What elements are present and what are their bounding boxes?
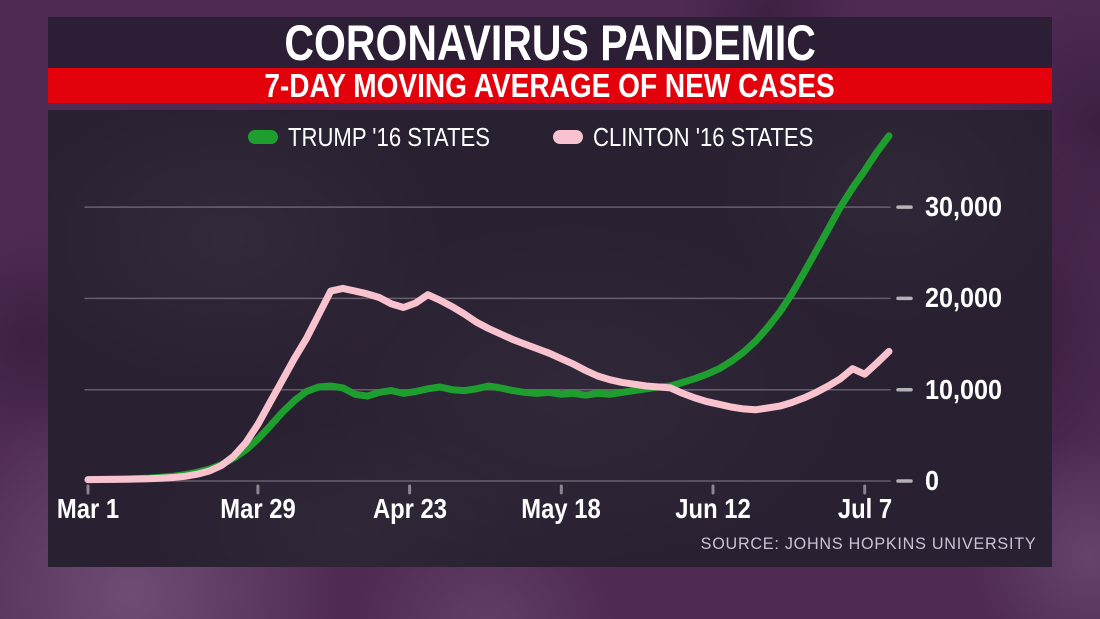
subtitle-banner: 7-DAY MOVING AVERAGE OF NEW CASES	[48, 66, 1052, 104]
legend-item-trump-states: TRUMP '16 STATES	[247, 121, 526, 153]
source-attribution: SOURCE: JOHNS HOPKINS UNIVERSITY	[700, 534, 1036, 553]
chart-subtitle: 7-DAY MOVING AVERAGE OF NEW CASES	[264, 66, 836, 104]
title-banner: CORONAVIRUS PANDEMIC	[48, 15, 1052, 71]
chart-legend: TRUMP '16 STATES CLINTON '16 STATES	[48, 120, 1052, 154]
legend-item-clinton-states: CLINTON '16 STATES	[553, 122, 852, 153]
series-line-clinton-16-states	[84, 284, 893, 484]
clinton-series-swatch	[553, 130, 584, 144]
chart-panel: 0 10,000 20,000 30,000 Mar 1 Mar 29 Apr 23 May …	[48, 110, 1052, 567]
legend-label-trump-states: TRUMP '16 STATES	[287, 121, 490, 152]
line-chart	[84, 132, 913, 495]
trump-series-swatch	[247, 130, 278, 144]
page-title: CORONAVIRUS PANDEMIC	[284, 14, 816, 71]
legend-label-clinton-states: CLINTON '16 STATES	[593, 121, 814, 152]
series-line-trump-16-states	[84, 132, 893, 484]
